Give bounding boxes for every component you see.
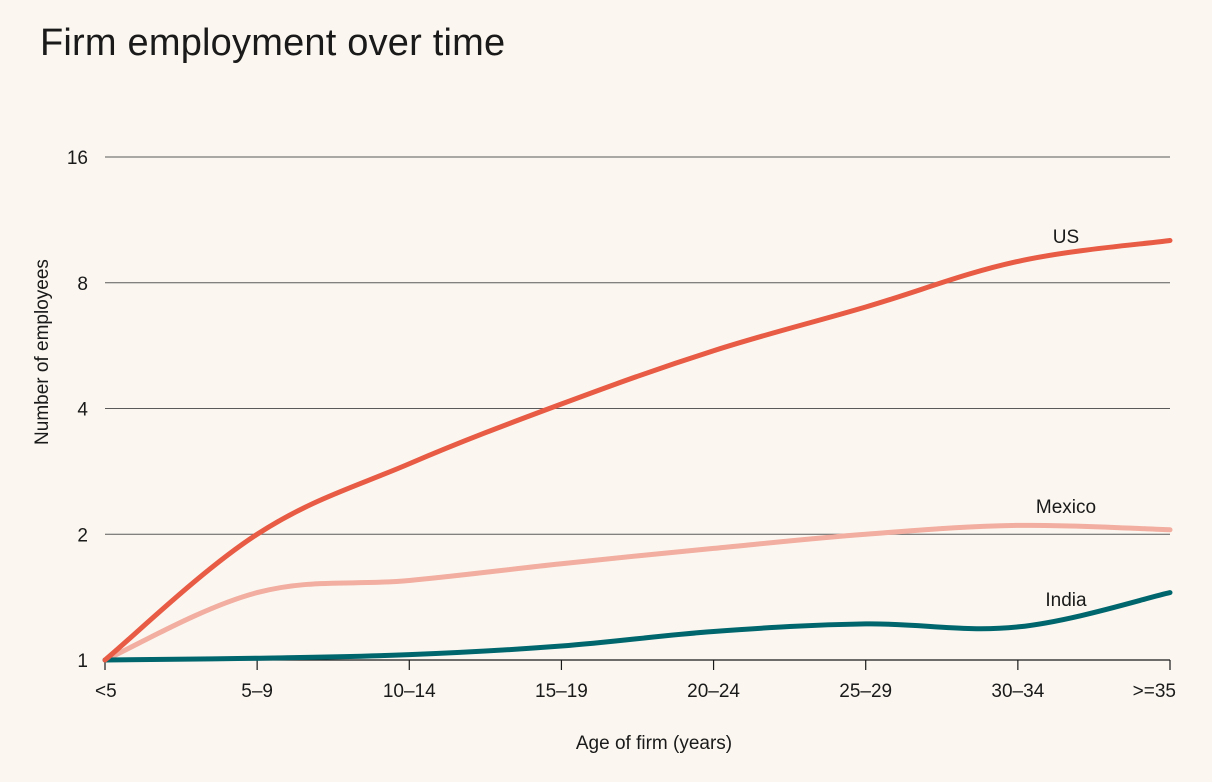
x-tick-label: 20–24 [687, 681, 740, 702]
x-tick-label: 5–9 [241, 681, 273, 702]
x-tick-label: <5 [95, 681, 117, 702]
x-axis-title: Age of firm (years) [576, 733, 732, 754]
x-tick-label: 25–29 [839, 681, 892, 702]
series-line-mexico [102, 522, 1173, 663]
series-label-mexico: Mexico [1036, 497, 1096, 518]
series-label-india: India [1045, 590, 1087, 611]
grid-lines: 1 2 4 8 16 [67, 148, 1170, 672]
x-axis: <5 5–9 10–14 15–19 20–24 25–29 30–34 >=35 [95, 659, 1176, 702]
series-labels: US Mexico India [1036, 227, 1096, 611]
y-axis-title: Number of employees [32, 259, 53, 445]
series-line-us [102, 237, 1173, 663]
series-line-india [102, 590, 1173, 663]
x-tick-label: >=35 [1133, 681, 1176, 702]
y-tick-label: 8 [77, 274, 88, 295]
x-tick-label: 30–34 [991, 681, 1044, 702]
series-label-us: US [1053, 227, 1079, 248]
chart-title: Firm employment over time [40, 22, 506, 64]
y-tick-label: 2 [77, 525, 88, 546]
y-tick-label: 4 [77, 400, 88, 421]
series-lines [102, 237, 1173, 663]
x-tick-label: 15–19 [535, 681, 588, 702]
y-tick-label: 16 [67, 148, 88, 169]
y-tick-label: 1 [77, 651, 88, 672]
x-tick-label: 10–14 [383, 681, 436, 702]
